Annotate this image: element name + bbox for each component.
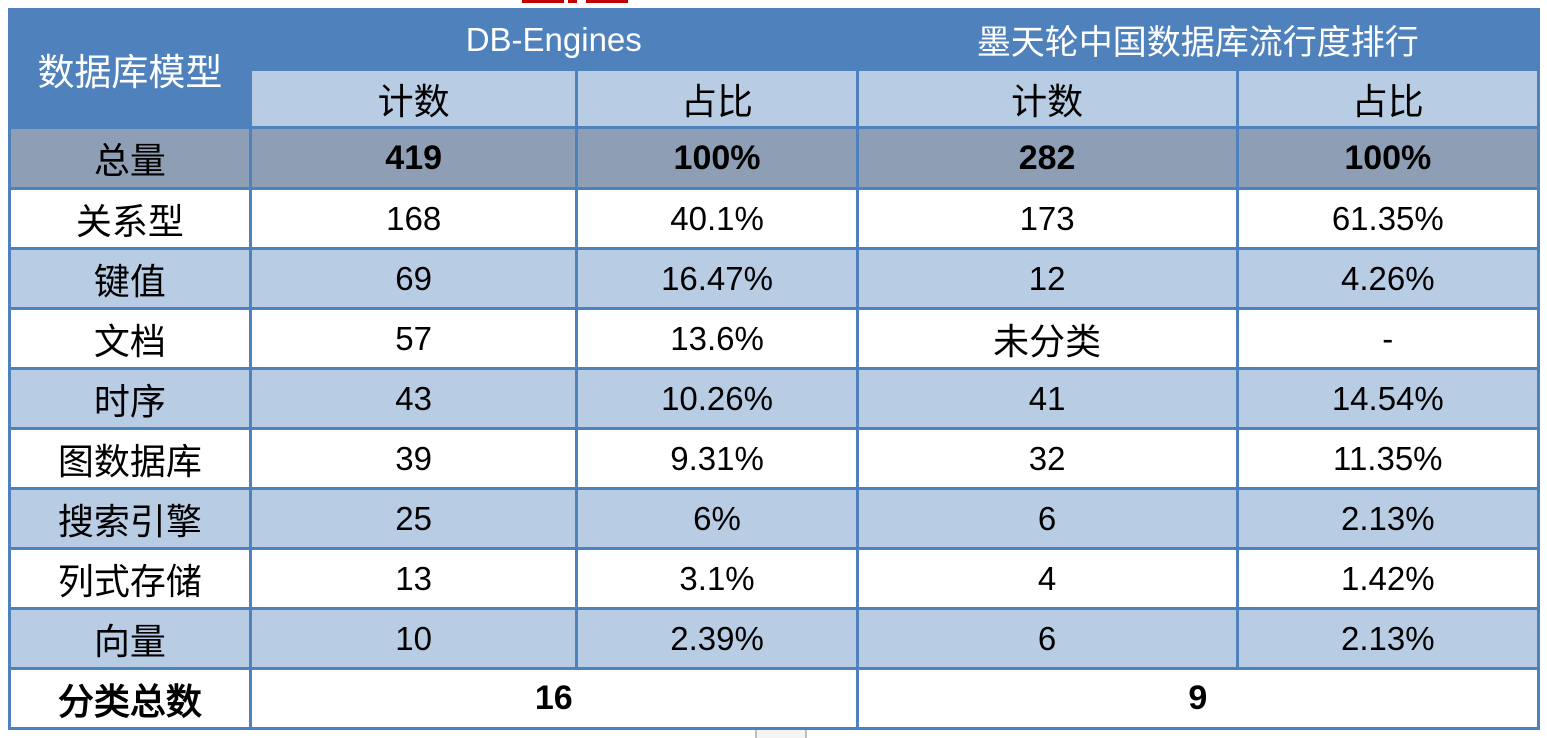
cell-value-dbengines-category-total: 16 — [248, 667, 859, 730]
cell-value: 3.1% — [575, 547, 859, 610]
cell-value: 25 — [248, 487, 579, 550]
cell-value: 2.39% — [575, 607, 859, 670]
group-header-modb: 墨天轮中国数据库流行度排行 — [855, 8, 1541, 71]
cell-value: 9.31% — [575, 427, 859, 490]
row-label: 关系型 — [8, 187, 252, 250]
cell-value: - — [1235, 307, 1541, 370]
cell-value: 6 — [855, 607, 1239, 670]
table-row: 向量 10 2.39% 6 2.13% — [8, 607, 1541, 670]
cell-value: 40.1% — [575, 187, 859, 250]
cell-value: 100% — [1235, 126, 1541, 190]
cell-value-modb-category-total: 9 — [855, 667, 1541, 730]
cell-value: 43 — [248, 367, 579, 430]
table-row: 图数据库 39 9.31% 32 11.35% — [8, 427, 1541, 490]
table-row: 文档 57 13.6% 未分类 - — [8, 307, 1541, 370]
row-label: 时序 — [8, 367, 252, 430]
cell-value: 6 — [855, 487, 1239, 550]
row-label: 键值 — [8, 247, 252, 310]
cell-value: 41 — [855, 367, 1239, 430]
cell-value: 10.26% — [575, 367, 859, 430]
row-label: 图数据库 — [8, 427, 252, 490]
cell-value: 57 — [248, 307, 579, 370]
table-row-total: 总量 419 100% 282 100% — [8, 126, 1541, 190]
cell-value: 69 — [248, 247, 579, 310]
cell-value: 13.6% — [575, 307, 859, 370]
row-label: 分类总数 — [8, 667, 252, 730]
cell-value: 12 — [855, 247, 1239, 310]
table-row: 搜索引擎 25 6% 6 2.13% — [8, 487, 1541, 550]
cell-value: 419 — [248, 126, 579, 190]
cell-value: 2.13% — [1235, 607, 1541, 670]
bottom-edge-artifact — [755, 730, 807, 738]
cell-value: 4 — [855, 547, 1239, 610]
row-label: 文档 — [8, 307, 252, 370]
subheader-modb-count: 计数 — [855, 68, 1239, 129]
group-header-db-engines: DB-Engines — [248, 8, 859, 71]
cell-value: 13 — [248, 547, 579, 610]
cell-value: 16.47% — [575, 247, 859, 310]
red-mark-artifact — [568, 0, 577, 3]
database-model-comparison-table: 数据库模型 DB-Engines 墨天轮中国数据库流行度排行 计数 占比 计数 … — [8, 8, 1541, 730]
red-mark-artifact — [522, 0, 564, 3]
header-row-subcolumns: 计数 占比 计数 占比 — [10, 68, 1541, 129]
cell-value: 14.54% — [1235, 367, 1541, 430]
table-row-category-totals: 分类总数 16 9 — [8, 667, 1541, 730]
row-label: 列式存储 — [8, 547, 252, 610]
cell-value: 未分类 — [855, 307, 1239, 370]
cell-value: 2.13% — [1235, 487, 1541, 550]
red-mark-artifact — [586, 0, 628, 3]
cell-value: 168 — [248, 187, 579, 250]
cell-value: 32 — [855, 427, 1239, 490]
cell-value: 282 — [855, 126, 1239, 190]
cell-value: 100% — [575, 126, 859, 190]
subheader-dbengines-share: 占比 — [575, 68, 859, 129]
cell-value: 173 — [855, 187, 1239, 250]
row-label: 向量 — [8, 607, 252, 670]
cell-value: 11.35% — [1235, 427, 1541, 490]
subheader-dbengines-count: 计数 — [248, 68, 579, 129]
row-label: 搜索引擎 — [8, 487, 252, 550]
cell-value: 4.26% — [1235, 247, 1541, 310]
cell-value: 61.35% — [1235, 187, 1541, 250]
header-row-groups: 数据库模型 DB-Engines 墨天轮中国数据库流行度排行 — [8, 8, 1541, 129]
cell-value: 1.42% — [1235, 547, 1541, 610]
cell-value: 39 — [248, 427, 579, 490]
row-label: 总量 — [8, 126, 252, 190]
cell-value: 10 — [248, 607, 579, 670]
table-row: 键值 69 16.47% 12 4.26% — [8, 247, 1541, 310]
table-row: 关系型 168 40.1% 173 61.35% — [8, 187, 1541, 250]
corner-header-cell: 数据库模型 — [8, 8, 252, 129]
table-row: 列式存储 13 3.1% 4 1.42% — [8, 547, 1541, 610]
table-row: 时序 43 10.26% 41 14.54% — [8, 367, 1541, 430]
subheader-modb-share: 占比 — [1235, 68, 1541, 129]
cell-value: 6% — [575, 487, 859, 550]
